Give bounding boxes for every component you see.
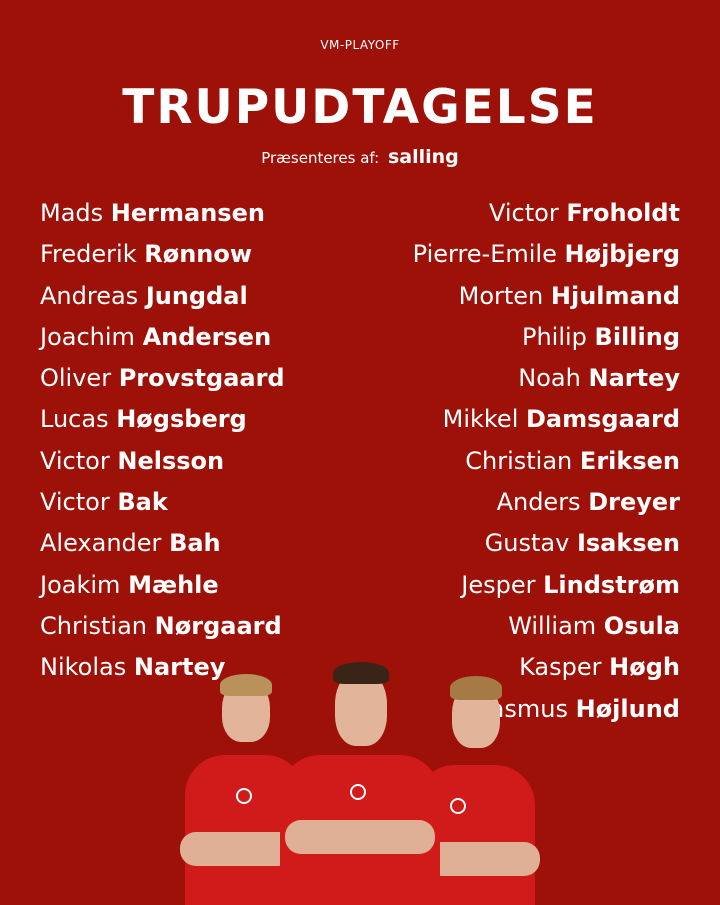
last-name: Mæhle [128, 570, 219, 599]
left-player-list: Mads Hermansen Frederik Rønnow Andreas Jun… [40, 193, 285, 689]
player-name: William Osula [413, 606, 680, 647]
player-name: Morten Hjulmand [413, 276, 680, 317]
player-name: Christian Eriksen [413, 441, 680, 482]
player-name: Lucas Høgsberg [40, 399, 285, 440]
player-name: Philip Billing [413, 317, 680, 358]
last-name: Dreyer [588, 488, 680, 517]
first-name: Oliver [40, 364, 112, 393]
first-name: Anders [496, 488, 581, 517]
player-name: Oliver Provstgaard [40, 358, 285, 399]
player-name: Victor Froholdt [413, 193, 680, 234]
first-name: Kasper [519, 653, 602, 682]
first-name: William [508, 611, 597, 640]
last-name: Nartey [133, 653, 226, 682]
first-name: Pierre-Emile [412, 240, 557, 269]
sponsor-prefix: Præsenteres af: [261, 149, 380, 167]
first-name: Gustav [484, 529, 570, 558]
player-name: Victor Bak [40, 482, 285, 523]
last-name: Isaksen [576, 529, 680, 558]
player-name: Frederik Rønnow [40, 234, 285, 275]
last-name: Høgsberg [116, 405, 247, 434]
player-name: Jesper Lindstrøm [413, 565, 680, 606]
first-name: Mads [40, 199, 104, 227]
player-name: Andreas Jungdal [40, 276, 285, 317]
first-name: Christian [40, 611, 148, 640]
last-name: Høgh [609, 653, 680, 682]
last-name: Osula [603, 611, 680, 640]
last-name: Højlund [575, 694, 680, 723]
last-name: Eriksen [579, 446, 680, 475]
last-name: Andersen [142, 322, 272, 351]
page-title: TRUPUDTAGELSE [122, 80, 598, 135]
last-name: Nørgaard [154, 611, 282, 640]
last-name: Jungdal [145, 281, 248, 310]
last-name: Bah [169, 529, 221, 558]
first-name: Noah [518, 364, 581, 393]
first-name: Morten [458, 281, 544, 310]
last-name: Rønnow [144, 240, 253, 269]
first-name: Frederik [40, 240, 137, 269]
last-name: Damsgaard [526, 405, 680, 434]
player-name: Joakim Mæhle [40, 565, 285, 606]
first-name: Jesper [461, 570, 536, 599]
player-name: Christian Nørgaard [40, 606, 285, 647]
last-name: Bak [117, 488, 168, 517]
player-name: Mads Hermansen [40, 193, 285, 234]
salling-logo: salling [387, 146, 459, 168]
first-name: Victor [40, 446, 110, 475]
first-name: Mikkel [442, 405, 519, 434]
last-name: Nartey [588, 364, 680, 393]
sponsor-line: Præsenteres af: salling [0, 146, 720, 168]
first-name: Christian [465, 446, 573, 475]
last-name: Hermansen [110, 199, 265, 227]
player-name: Joachim Andersen [40, 317, 285, 358]
kicker: VM-PLAYOFF [320, 38, 400, 52]
last-name: Hjulmand [550, 281, 680, 310]
last-name: Provstgaard [118, 364, 285, 393]
first-name: Andreas [40, 281, 139, 310]
first-name: Victor [40, 488, 110, 517]
first-name: Joachim [40, 322, 135, 351]
players-photo [180, 660, 540, 905]
player-name: Pierre-Emile Højbjerg [413, 234, 680, 275]
player-name: Anders Dreyer [413, 482, 680, 523]
player-name: Victor Nelsson [40, 441, 285, 482]
last-name: Nelsson [117, 446, 225, 475]
player-name: Mikkel Damsgaard [413, 399, 680, 440]
last-name: Froholdt [566, 199, 680, 227]
player-name: Alexander Bah [40, 523, 285, 564]
first-name: Nikolas [40, 653, 127, 682]
first-name: Lucas [40, 405, 109, 434]
player-name: Kasper Høgh [413, 647, 680, 688]
first-name: Victor [489, 199, 559, 227]
first-name: Alexander [40, 529, 162, 558]
player-name: Nikolas Nartey [40, 647, 285, 688]
player-name: Gustav Isaksen [413, 523, 680, 564]
right-player-list: Victor Froholdt Pierre-Emile Højbjerg Mort… [413, 193, 680, 730]
player-name: Noah Nartey [413, 358, 680, 399]
last-name: Billing [594, 322, 680, 351]
player-figure [280, 660, 440, 905]
last-name: Lindstrøm [543, 570, 680, 599]
last-name: Højbjerg [564, 240, 681, 269]
first-name: Philip [521, 322, 587, 351]
first-name: Joakim [40, 570, 121, 599]
